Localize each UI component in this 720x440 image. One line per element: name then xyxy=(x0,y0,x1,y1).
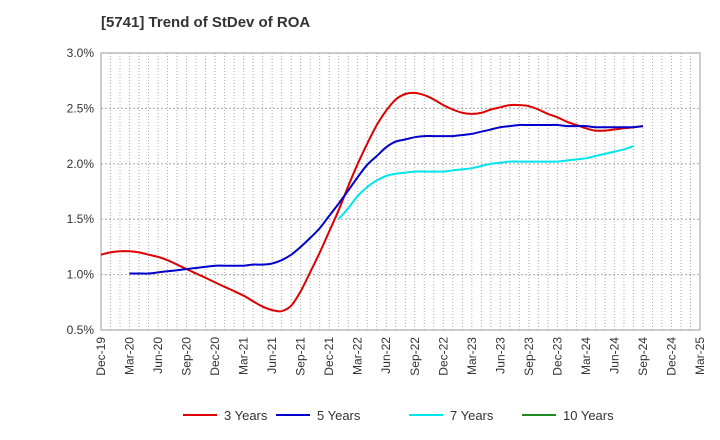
y-tick-label: 1.5% xyxy=(67,212,95,226)
x-tick-label: Dec-24 xyxy=(664,337,678,376)
x-tick-label: Dec-23 xyxy=(550,337,564,376)
series-line-5-years xyxy=(129,123,644,275)
x-tick-label: Mar-25 xyxy=(693,337,707,375)
series-line-7-years xyxy=(337,145,634,220)
x-tick-label: Jun-23 xyxy=(493,337,507,374)
x-tick-label: Mar-23 xyxy=(465,337,479,375)
y-tick-label: 1.0% xyxy=(67,268,95,282)
series-lines xyxy=(100,91,644,313)
legend-label: 3 Years xyxy=(224,408,268,423)
series-line-3-years xyxy=(100,91,644,313)
x-tick-label: Jun-24 xyxy=(607,337,621,374)
x-tick-label: Dec-20 xyxy=(208,337,222,376)
y-axis-ticks: 0.5% 1.0% 1.5% 2.0% 2.5% 3.0% xyxy=(67,46,95,337)
legend-label: 7 Years xyxy=(450,408,494,423)
x-tick-label: Sep-24 xyxy=(636,337,650,376)
y-tick-label: 2.0% xyxy=(67,157,95,171)
y-tick-label: 2.5% xyxy=(67,101,95,115)
x-tick-label: Dec-22 xyxy=(436,337,450,376)
x-tick-label: Jun-20 xyxy=(151,337,165,374)
y-tick-label: 0.5% xyxy=(67,323,95,337)
x-tick-label: Mar-21 xyxy=(237,337,251,375)
x-tick-label: Jun-22 xyxy=(379,337,393,374)
x-tick-label: Sep-23 xyxy=(522,337,536,376)
chart-title: [5741] Trend of StDev of ROA xyxy=(101,14,311,31)
x-tick-label: Mar-24 xyxy=(579,337,593,375)
x-tick-label: Jun-21 xyxy=(265,337,279,374)
x-tick-label: Sep-22 xyxy=(408,337,422,376)
x-tick-label: Mar-22 xyxy=(351,337,365,375)
plot-area-border xyxy=(100,52,701,331)
x-tick-label: Mar-20 xyxy=(123,337,137,375)
legend-label: 5 Years xyxy=(317,408,361,423)
x-tick-label: Dec-19 xyxy=(94,337,108,376)
legend: 3 Years 5 Years 7 Years 10 Years xyxy=(183,408,614,423)
grid-lines xyxy=(101,53,700,330)
y-tick-label: 3.0% xyxy=(67,46,95,60)
x-tick-label: Dec-21 xyxy=(322,337,336,376)
x-axis-ticks: Dec-19 Mar-20 Jun-20 Sep-20 Dec-20 Mar-21 Jun-… xyxy=(94,337,707,376)
legend-label: 10 Years xyxy=(563,408,614,423)
x-tick-label: Sep-21 xyxy=(294,337,308,376)
x-tick-label: Sep-20 xyxy=(180,337,194,376)
